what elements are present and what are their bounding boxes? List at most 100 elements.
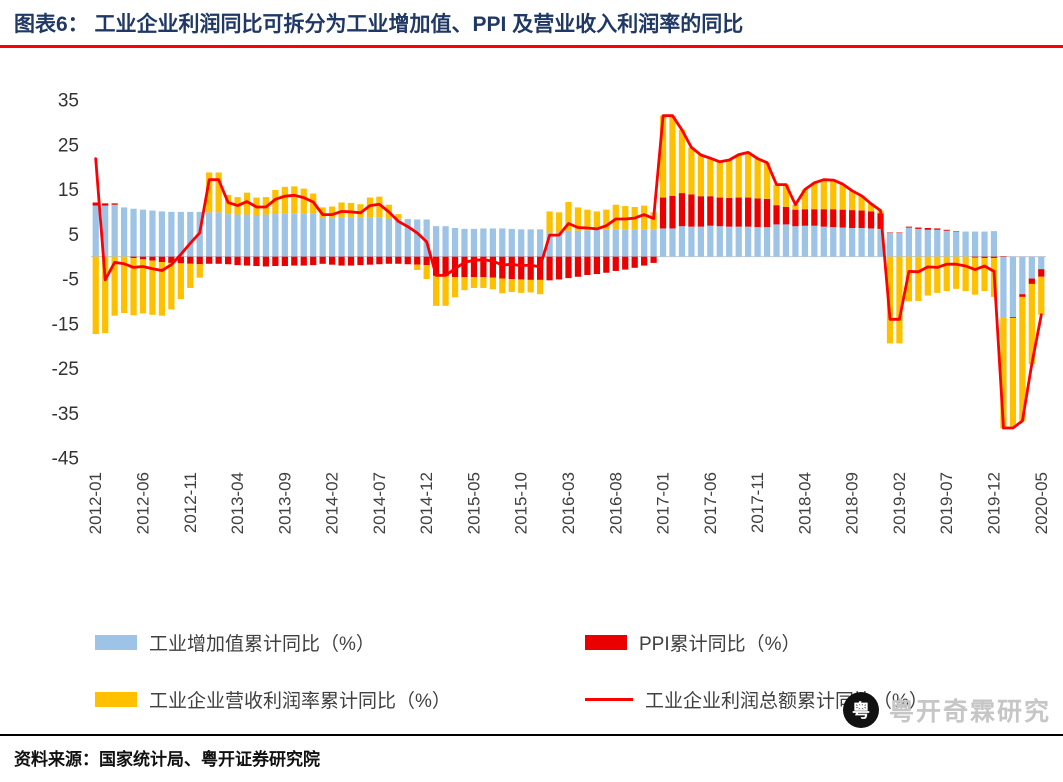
bar-segment	[480, 256, 487, 278]
bar-segment	[376, 196, 383, 218]
bar-segment	[584, 209, 591, 231]
profit-line	[94, 114, 1043, 430]
bar-segment	[565, 230, 572, 257]
bar-segment	[300, 213, 307, 257]
bar-segment	[858, 195, 865, 211]
x-tick-label: 2015-10	[512, 472, 531, 534]
bar-segment	[158, 211, 166, 257]
bar-segment	[678, 226, 686, 257]
bar-segment	[924, 229, 931, 257]
y-tick-label: 35	[58, 91, 79, 112]
bar-segment	[423, 256, 430, 266]
bar-segment	[338, 217, 345, 257]
bar-segment	[981, 257, 988, 292]
bar-segment	[404, 256, 411, 265]
bar-segment	[612, 229, 619, 257]
bar-segment	[990, 256, 998, 258]
bar-segment	[688, 226, 695, 257]
x-tick-label: 2020-05	[1032, 472, 1051, 534]
bar-segment	[1019, 296, 1026, 421]
bar-segment	[243, 256, 251, 266]
bar-segment	[149, 256, 156, 261]
bar-segment	[291, 186, 298, 214]
bar-segment	[347, 202, 355, 218]
page-footer: 粤 粤开奇霖研究 资料来源：国家统计局、粤开证券研究院	[0, 692, 1063, 782]
bar-segment	[177, 263, 184, 300]
bar-segment	[168, 211, 175, 257]
x-tick-label: 2015-05	[464, 472, 483, 534]
bar-segment	[328, 206, 336, 219]
bar-segment	[953, 256, 960, 289]
brand-text: 粤开奇霖研究	[888, 698, 1051, 726]
bar-segment	[215, 256, 222, 264]
bar-segment	[555, 212, 563, 233]
bar-segment	[669, 195, 676, 229]
bar-segment	[310, 213, 317, 257]
bar-segment	[726, 226, 733, 257]
bar-segment	[858, 210, 865, 228]
bar-segment	[461, 277, 468, 291]
yuekai-logo-icon: 粤	[842, 692, 879, 728]
bar-segment	[962, 256, 969, 292]
bar-segment	[187, 263, 194, 288]
bar-segment	[867, 203, 875, 212]
bar-segment	[262, 214, 270, 257]
bar-segment	[508, 256, 515, 280]
x-tick-label: 2016-08	[606, 472, 625, 534]
bar-segment	[849, 210, 856, 228]
bar-segment	[697, 226, 704, 257]
bar-segment	[206, 256, 213, 264]
bar-segment	[461, 228, 468, 257]
bar-segment	[754, 158, 761, 199]
bar-segment	[754, 227, 761, 257]
x-tick-label: 2016-03	[559, 472, 578, 534]
bar-segment	[565, 202, 572, 231]
bar-segment	[678, 193, 686, 227]
bar-segment	[130, 257, 137, 316]
x-tick-label: 2017-06	[701, 472, 720, 534]
bar-segment	[319, 218, 326, 257]
bar-segment	[433, 256, 440, 276]
bar-segment	[272, 256, 279, 267]
bar-segment	[934, 256, 941, 293]
footer-divider	[0, 734, 1063, 736]
bar-segment	[291, 213, 298, 257]
x-tick-label: 2014-12	[417, 472, 436, 534]
bar-segment	[641, 229, 648, 257]
bar-segment	[168, 256, 175, 263]
bar-segment	[234, 256, 241, 266]
logo-glyph: 粤	[851, 701, 870, 721]
bar-segment	[858, 227, 865, 257]
bar-segment	[631, 256, 638, 268]
ppi-swatch	[585, 635, 627, 650]
bar-segment	[801, 225, 809, 257]
bar-segment	[489, 256, 496, 278]
bar-segment	[451, 227, 459, 257]
bar-segment	[281, 256, 288, 267]
x-tick-label: 2014-07	[370, 472, 389, 534]
bar-segment	[820, 179, 827, 210]
bar-segment	[688, 194, 695, 227]
bar-segment	[811, 225, 818, 257]
bar-segment	[338, 256, 345, 266]
bar-segment	[1038, 276, 1045, 315]
bar-segment	[1028, 256, 1035, 279]
bar-segment	[745, 197, 752, 227]
bar-segment	[92, 256, 99, 335]
y-tick-label: -45	[52, 449, 79, 470]
bar-segment	[206, 212, 213, 257]
bar-segment	[224, 256, 232, 265]
bar-segment	[934, 229, 941, 257]
bar-segment	[215, 172, 222, 213]
bar-segment	[357, 204, 364, 218]
legend-item-profit-margin: 工业企业营收利润率累计同比（%）	[95, 686, 585, 713]
bar-segment	[347, 256, 355, 266]
bar-segment	[357, 256, 364, 266]
bar-segment	[839, 184, 846, 210]
x-tick-label: 2018-04	[795, 472, 814, 534]
source-text: 资料来源：国家统计局、粤开证券研究院	[14, 750, 320, 769]
bar-segment	[1019, 256, 1026, 295]
bar-segment	[896, 256, 903, 344]
bar-segment	[470, 256, 478, 278]
bar-segment	[792, 204, 799, 210]
